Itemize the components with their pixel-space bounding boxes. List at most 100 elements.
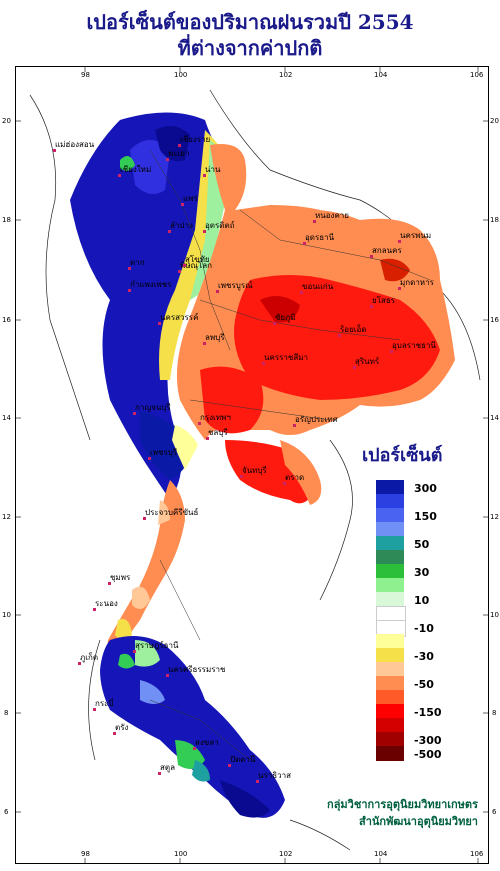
station-marker [181, 203, 184, 206]
legend-swatch [376, 704, 404, 719]
station-marker [203, 174, 206, 177]
place-label: ชัยภูมิ [275, 313, 296, 323]
place-label: นครพนม [400, 231, 431, 240]
station-marker [300, 291, 303, 294]
y-tick-left: 10 [2, 611, 11, 619]
legend-label: -30 [414, 650, 434, 663]
place-label: สตูล [160, 763, 175, 773]
map-title-line2: ที่ต่างจากค่าปกติ [177, 36, 323, 60]
place-label: แม่ฮ่องสอน [55, 140, 95, 149]
station-marker [313, 220, 316, 223]
y-tick-left: 8 [4, 709, 9, 717]
y-tick-left: 20 [2, 117, 11, 125]
legend-swatch [376, 718, 404, 733]
y-tick-right: 18 [490, 216, 499, 224]
y-tick-left: 12 [2, 513, 11, 521]
station-marker [53, 149, 56, 152]
place-label: พะเยา [168, 149, 189, 158]
y-tick-left: 14 [2, 414, 11, 422]
legend-label: 10 [414, 594, 430, 607]
legend-swatch [376, 592, 404, 607]
x-tick-top: 100 [174, 71, 188, 79]
station-marker [128, 267, 131, 270]
station-marker [193, 747, 196, 750]
legend-swatch [376, 550, 404, 565]
station-marker [256, 780, 259, 783]
station-marker [183, 264, 186, 267]
place-label: ชุมพร [110, 573, 131, 582]
x-tick-top: 106 [470, 71, 484, 79]
legend-swatch [376, 564, 404, 579]
station-marker [370, 255, 373, 258]
place-label: ประจวบคีรีขันธ์ [145, 507, 199, 517]
station-marker [353, 366, 356, 369]
place-label: ภูเก็ต [80, 652, 98, 663]
legend-title: เปอร์เซ็นต์ [362, 445, 443, 466]
place-label: สุโขทัย [185, 254, 210, 264]
x-tick-bottom: 106 [470, 850, 484, 858]
legend-swatch [376, 578, 404, 593]
place-label: ตาก [130, 258, 145, 267]
station-marker [158, 322, 161, 325]
station-marker [158, 772, 161, 775]
legend-swatch [376, 648, 404, 663]
station-marker [338, 334, 341, 337]
legend-label: 50 [414, 538, 430, 551]
station-marker [303, 242, 306, 245]
place-label: สุราษฎร์ธานี [135, 640, 179, 650]
legend-swatch [376, 494, 404, 509]
legend-swatch [376, 634, 404, 649]
legend-label: -10 [414, 622, 434, 635]
station-marker [93, 608, 96, 611]
place-label: เพชรบุรี [150, 448, 178, 457]
x-tick-bottom: 98 [81, 850, 90, 858]
credit-line1: กลุ่มวิชาการอุตุนิยมวิทยาเกษตร [327, 798, 478, 811]
place-label: ร้อยเอ็ด [340, 324, 367, 334]
x-tick-top: 104 [374, 71, 388, 79]
y-tick-right: 10 [490, 611, 499, 619]
station-marker [293, 424, 296, 427]
station-marker [93, 708, 96, 711]
y-tick-right: 8 [492, 709, 497, 717]
place-label: เชียงใหม่ [120, 165, 151, 174]
place-label: อรัญประเทศ [295, 415, 338, 424]
place-label: ระนอง [95, 599, 118, 608]
place-label: สุรินทร์ [355, 356, 380, 366]
station-marker [178, 270, 181, 273]
station-marker [203, 342, 206, 345]
y-tick-right: 16 [490, 316, 499, 324]
place-label: แพร่ [183, 194, 198, 203]
legend-label: -300 [414, 734, 442, 747]
legend-swatch [376, 480, 404, 495]
y-tick-right: 6 [492, 808, 497, 816]
legend-swatch [376, 690, 404, 705]
place-label: สงขลา [195, 738, 219, 747]
legend-label: -500 [414, 748, 442, 761]
place-label: ตราด [285, 473, 304, 482]
legend-label: -50 [414, 678, 434, 691]
place-label: นราธิวาส [258, 771, 291, 780]
place-label: ขอนแก่น [302, 282, 334, 291]
station-marker [198, 422, 201, 425]
map-title-line1: เปอร์เซ็นต์ของปริมาณฝนรวมปี 2554 [86, 10, 414, 34]
y-tick-left: 16 [2, 316, 11, 324]
station-marker [283, 482, 286, 485]
legend-swatch [376, 732, 404, 747]
station-marker [203, 230, 206, 233]
map-frame [15, 66, 489, 864]
station-marker [206, 437, 209, 440]
place-label: กาญจนบุรี [135, 403, 171, 412]
station-marker [370, 305, 373, 308]
x-tick-bottom: 100 [174, 850, 188, 858]
station-marker [240, 475, 243, 478]
station-marker [216, 290, 219, 293]
place-label: ตรัง [115, 723, 128, 732]
place-label: จันทบุรี [242, 466, 268, 475]
place-label: อุดรธานี [305, 233, 335, 242]
place-label: นครสวรรค์ [160, 312, 198, 322]
legend-swatch [376, 536, 404, 551]
place-label: สกลนคร [372, 246, 402, 255]
place-label: นครราชสีมา [264, 353, 308, 362]
station-marker [133, 412, 136, 415]
place-label: อุตรดิตถ์ [205, 220, 235, 230]
